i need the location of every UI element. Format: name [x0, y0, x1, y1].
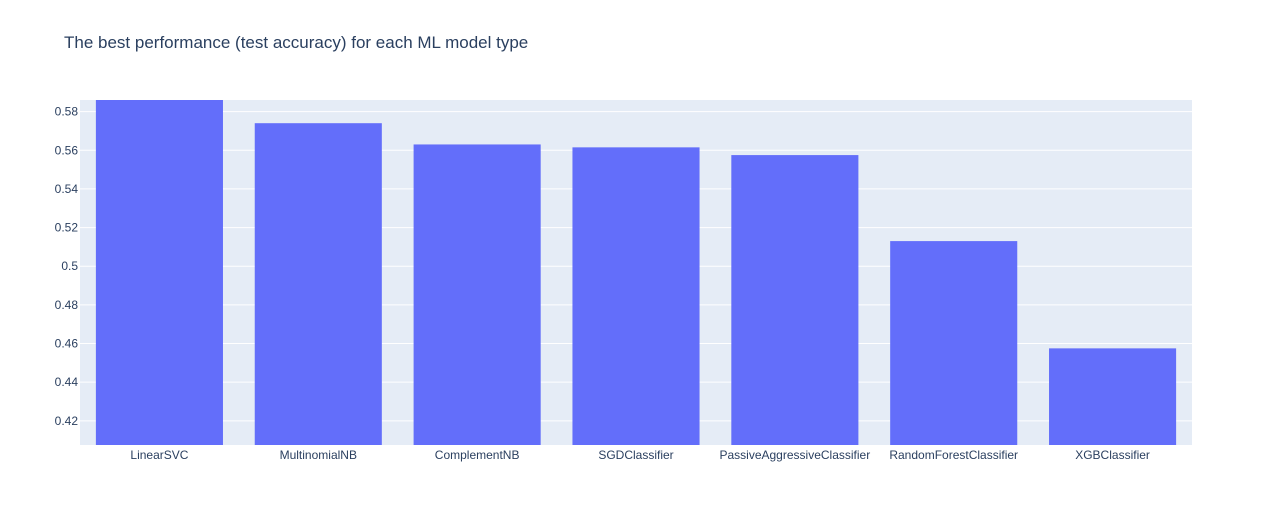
y-tick-label: 0.58 — [55, 105, 79, 119]
y-tick-label: 0.44 — [55, 375, 79, 389]
y-tick-label: 0.52 — [55, 221, 79, 235]
bar — [890, 241, 1018, 445]
y-tick-label: 0.42 — [55, 414, 79, 428]
x-tick-label: PassiveAggressiveClassifier — [719, 448, 870, 462]
bar — [413, 144, 541, 445]
bar — [95, 100, 223, 445]
bars — [95, 100, 1177, 446]
x-tick-label: SGDClassifier — [598, 448, 673, 462]
y-tick-label: 0.5 — [61, 259, 78, 273]
y-tick-label: 0.56 — [55, 143, 79, 157]
x-tick-label: LinearSVC — [130, 448, 188, 462]
x-tick-label: MultinomialNB — [280, 448, 357, 462]
y-tick-label: 0.48 — [55, 298, 79, 312]
bar — [572, 147, 700, 445]
bar — [731, 155, 859, 445]
y-axis-ticks: 0.42 0.44 0.46 0.48 0.5 0.52 0.54 0.56 0.58 — [55, 105, 79, 428]
x-tick-label: ComplementNB — [435, 448, 520, 462]
x-tick-label: RandomForestClassifier — [889, 448, 1018, 462]
chart-title: The best performance (test accuracy) for… — [64, 33, 529, 52]
y-tick-label: 0.54 — [55, 182, 79, 196]
x-axis-ticks: LinearSVC MultinomialNB ComplementNB SGDCla… — [130, 448, 1150, 462]
bar — [1049, 348, 1177, 445]
y-tick-label: 0.46 — [55, 337, 79, 351]
x-tick-label: XGBClassifier — [1075, 448, 1150, 462]
bar — [254, 123, 382, 446]
